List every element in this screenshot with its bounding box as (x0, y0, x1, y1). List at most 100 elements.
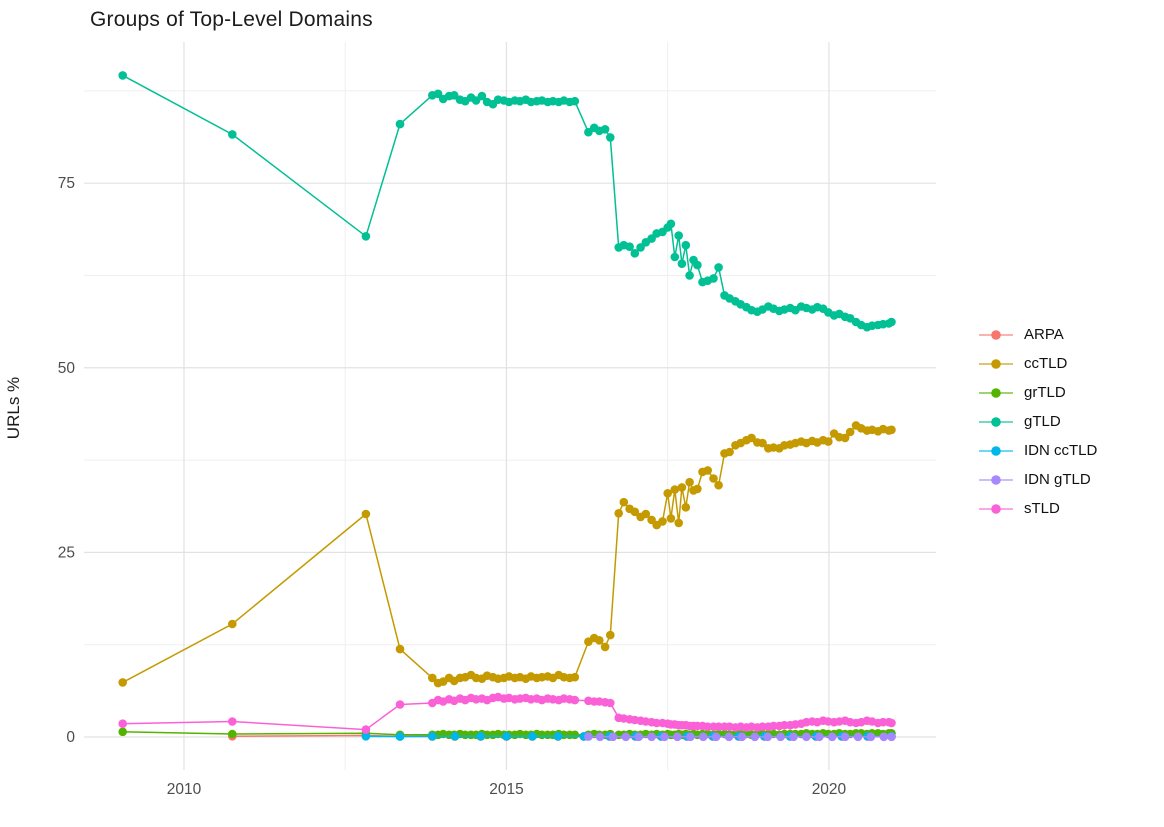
data-point-cctld (685, 477, 694, 487)
data-point-idn-gtld (853, 732, 863, 742)
legend-item-idn-gtld: IDN gTLD (978, 465, 1097, 494)
data-point-idn-gtld (673, 732, 682, 742)
data-point-idn-gtld (737, 732, 747, 742)
data-point-stld (118, 719, 127, 728)
data-point-idn-cctld (528, 732, 537, 741)
data-point-cctld (361, 509, 371, 519)
legend-label: IDN gTLD (1024, 471, 1091, 488)
data-point-idn-gtld (827, 732, 837, 742)
data-point-idn-gtld (840, 732, 850, 742)
data-point-stld (570, 695, 580, 705)
data-point-gtld (570, 96, 580, 106)
data-point-gtld (677, 259, 687, 269)
data-point-idn-gtld (595, 732, 605, 742)
data-point-gtld (714, 263, 723, 272)
data-point-idn-gtld (879, 732, 889, 742)
data-point-cctld (228, 619, 237, 629)
data-point-idn-gtld (789, 732, 798, 742)
x-tick-label: 2010 (167, 781, 202, 798)
data-point-idn-cctld (553, 732, 563, 741)
legend-key-idn-gtld-icon (979, 474, 1013, 485)
legend-key-cctld-icon (979, 358, 1013, 369)
legend-item-arpa: ARPA (978, 320, 1097, 349)
data-point-gtld (887, 317, 896, 327)
legend-label: ccTLD (1024, 355, 1068, 372)
series-idn-gtld (584, 732, 896, 742)
data-point-idn-gtld (724, 732, 734, 742)
data-point-grtld (570, 730, 580, 740)
data-point-idn-gtld (887, 732, 896, 742)
data-point-idn-cctld (395, 732, 405, 741)
legend-label: ARPA (1024, 326, 1064, 343)
data-point-gtld (606, 133, 615, 142)
data-point-cctld (703, 466, 712, 475)
data-point-idn-gtld (660, 732, 669, 742)
data-point-stld (714, 722, 723, 731)
data-point-gtld (395, 119, 405, 129)
data-point-gtld (666, 219, 676, 229)
data-point-idn-cctld (361, 732, 371, 741)
legend: ARPA ccTLD grTLD gTLD IDN ccTLD IDN gTLD sTLD (978, 320, 1097, 523)
data-point-idn-gtld (621, 732, 631, 742)
data-point-cctld (714, 480, 723, 490)
data-point-idn-gtld (750, 732, 760, 742)
data-point-cctld (840, 433, 850, 443)
data-point-cctld (570, 672, 580, 682)
data-point-idn-gtld (584, 732, 593, 741)
legend-key-grtld-icon (979, 387, 1013, 398)
data-point-cctld (824, 437, 833, 446)
legend-key-idn-cctld-icon (979, 445, 1013, 456)
y-tick-label: 0 (66, 729, 75, 746)
legend-item-stld: sTLD (978, 494, 1097, 523)
data-point-cctld (606, 630, 615, 640)
data-point-gtld (118, 71, 127, 80)
data-point-gtld (685, 271, 694, 280)
data-point-stld (395, 700, 405, 709)
data-point-cctld (663, 489, 672, 498)
chart-title: Groups of Top-Level Domains (90, 8, 373, 31)
data-point-idn-gtld (802, 732, 811, 742)
data-point-cctld (641, 509, 651, 519)
data-point-cctld (658, 517, 667, 526)
data-point-idn-gtld (686, 732, 695, 742)
data-point-gtld (600, 125, 610, 134)
data-point-gtld (681, 240, 691, 250)
legend-item-cctld: ccTLD (978, 349, 1097, 378)
legend-label: grTLD (1024, 384, 1066, 401)
data-point-idn-cctld (476, 732, 486, 741)
data-point-cctld (725, 447, 734, 457)
data-point-cctld (614, 509, 623, 518)
data-point-cctld (630, 507, 640, 517)
data-point-cctld (693, 484, 702, 494)
data-point-gtld (477, 91, 487, 101)
data-point-idn-gtld (634, 732, 643, 742)
data-point-gtld (693, 260, 702, 270)
data-point-cctld (428, 673, 437, 683)
data-point-idn-gtld (698, 732, 708, 742)
y-tick-label: 25 (58, 544, 75, 561)
data-point-cctld (600, 642, 610, 652)
data-point-cctld (677, 483, 687, 492)
data-point-idn-cctld (428, 732, 437, 741)
legend-item-gtld: gTLD (978, 407, 1097, 436)
legend-key-arpa-icon (979, 329, 1013, 340)
gridlines-minor (84, 42, 936, 770)
legend-label: gTLD (1024, 413, 1061, 430)
data-point-gtld (625, 242, 634, 251)
data-point-cctld (674, 518, 683, 528)
y-tick-label: 75 (58, 175, 75, 192)
gridlines-major (84, 42, 936, 770)
data-point-grtld (118, 727, 127, 737)
legend-key-stld-icon (979, 503, 1013, 514)
data-point-gtld (361, 232, 371, 241)
data-point-stld (361, 725, 371, 734)
data-point-cctld (709, 474, 718, 483)
data-point-gtld (674, 231, 683, 240)
legend-label: IDN ccTLD (1024, 442, 1098, 459)
legend-item-idn-cctld: IDN ccTLD (978, 436, 1097, 465)
x-axis-tick-labels: 2010 2015 2020 (167, 781, 847, 798)
data-point-idn-gtld (711, 732, 721, 742)
series-gtld (118, 71, 896, 332)
